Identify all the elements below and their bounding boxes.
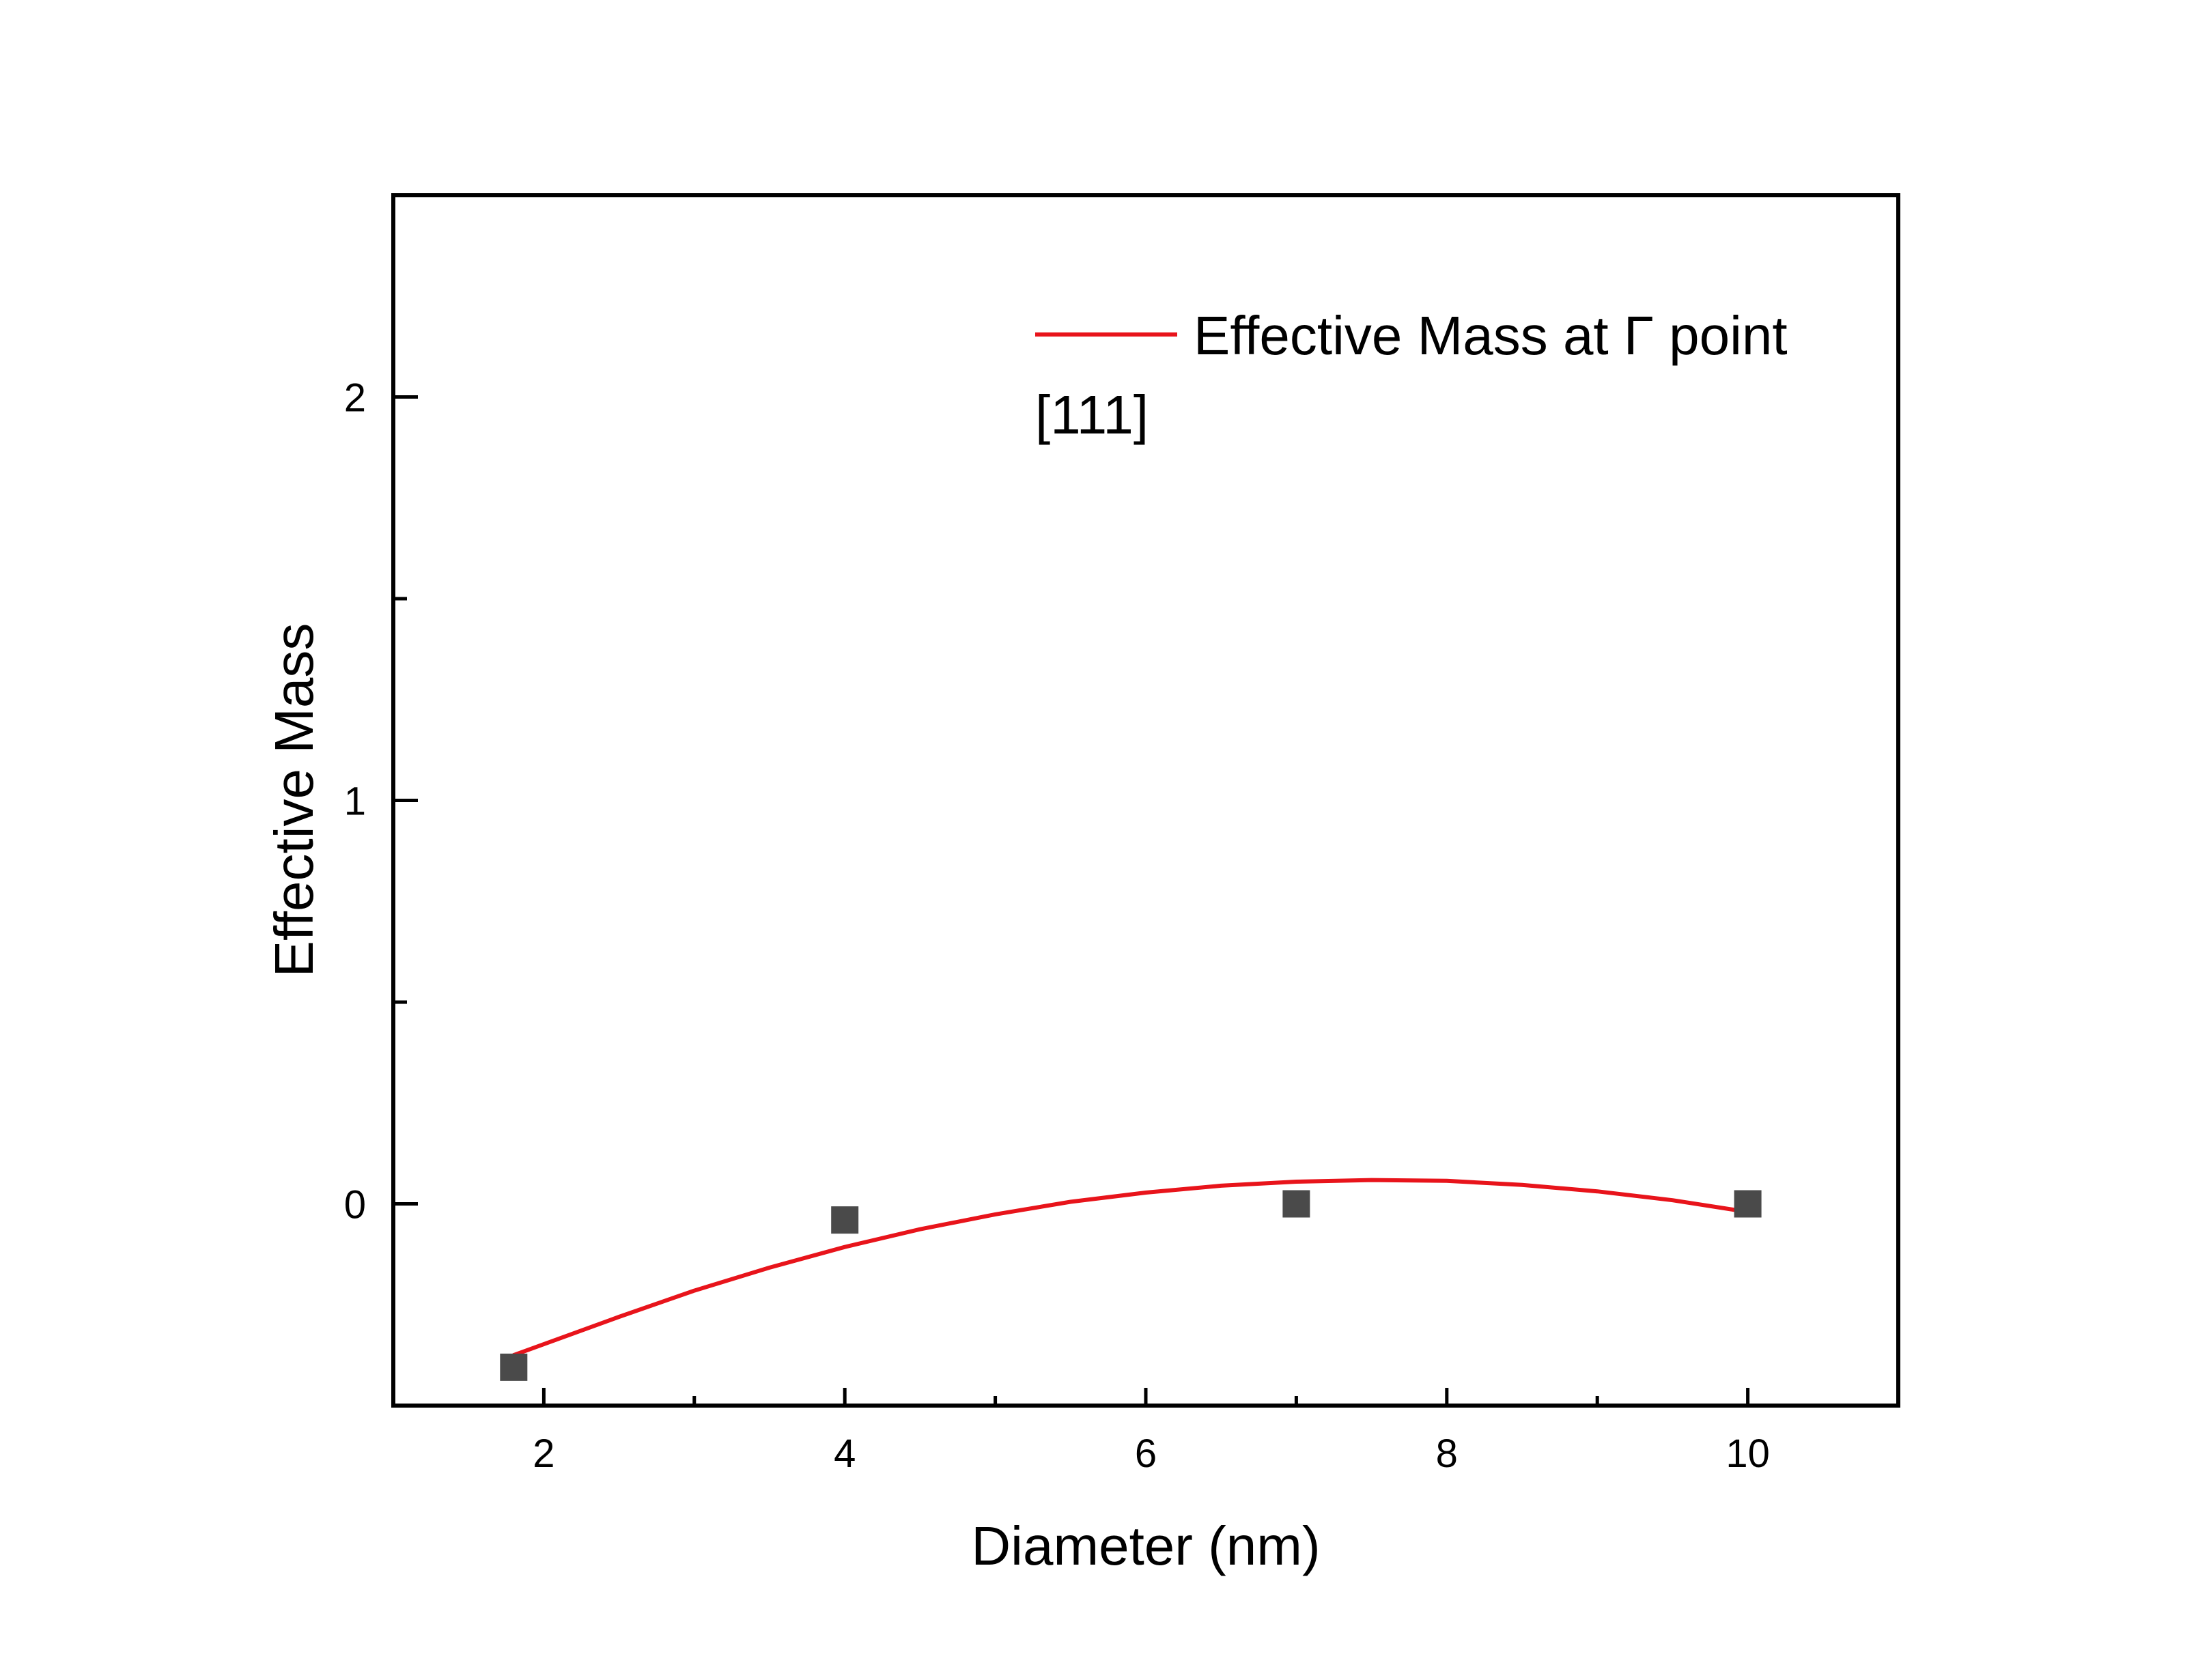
plot-area	[500, 1178, 1762, 1381]
x-tick-label: 6	[1135, 1432, 1157, 1476]
y-tick-label: 2	[344, 376, 366, 421]
axes: 2 4 6 8 10 0 1 2	[344, 376, 1770, 1477]
x-tick-label: 4	[834, 1432, 856, 1476]
x-axis-title: Diameter (nm)	[971, 1515, 1320, 1576]
data-point-marker	[500, 1353, 528, 1381]
y-tick-label: 1	[344, 780, 366, 824]
fit-line-series	[511, 1178, 1750, 1358]
data-point-marker	[1282, 1190, 1310, 1218]
legend: Effective Mass at Γ point [111]	[1035, 305, 1788, 445]
legend-entry-label: Effective Mass at Γ point	[1194, 305, 1788, 366]
x-tick-label: 8	[1436, 1432, 1458, 1476]
x-tick-label: 10	[1726, 1432, 1770, 1476]
legend-subtitle: [111]	[1035, 384, 1149, 445]
y-axis-title: Effective Mass	[264, 623, 324, 978]
plot-frame	[391, 193, 1900, 1408]
data-point-marker	[831, 1206, 859, 1234]
x-tick-label: 2	[533, 1432, 554, 1476]
data-point-marker	[1734, 1190, 1762, 1218]
y-tick-label: 0	[344, 1183, 366, 1227]
